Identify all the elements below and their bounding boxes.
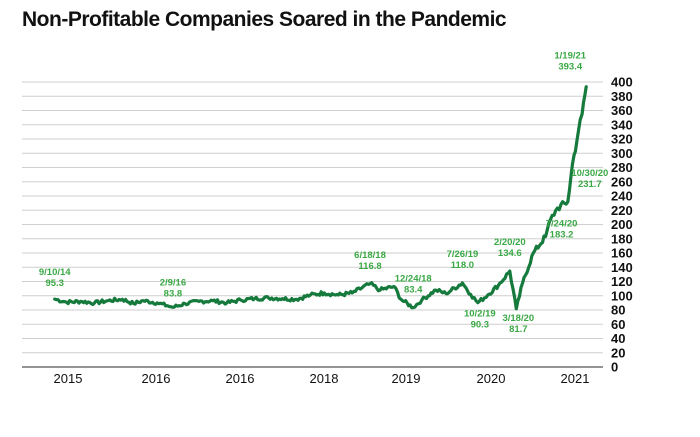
annotation-date: 10/2/19 xyxy=(464,309,496,320)
y-tick-label: 260 xyxy=(611,174,633,189)
y-tick-label: 60 xyxy=(611,317,625,332)
y-tick-label: 360 xyxy=(611,103,633,118)
annotation-date: 7/24/20 xyxy=(546,218,578,229)
y-tick-label: 40 xyxy=(611,331,625,346)
annotation-date: 7/26/19 xyxy=(447,249,479,260)
x-tick-label: 2019 xyxy=(392,371,421,386)
annotation-value: 83.4 xyxy=(404,285,423,296)
grid-lines xyxy=(22,81,603,354)
y-tick-label: 180 xyxy=(611,231,633,246)
y-axis: 0204060801001201401601802002202402602803… xyxy=(611,75,633,375)
x-tick-label: 2016 xyxy=(226,371,255,386)
x-tick-label: 2020 xyxy=(477,371,506,386)
y-tick-label: 380 xyxy=(611,89,633,104)
annotation-date: 9/10/14 xyxy=(39,267,71,278)
annotation-value: 83.8 xyxy=(164,288,183,299)
x-axis: 2015 2016 2016 2018 2019 2020 2021 xyxy=(22,366,603,386)
x-tick-label: 2018 xyxy=(310,371,339,386)
annotation-date: 6/18/18 xyxy=(354,250,386,261)
annotation-value: 118.0 xyxy=(451,260,474,271)
y-tick-label: 80 xyxy=(611,303,625,318)
x-tick-label: 2016 xyxy=(142,371,171,386)
y-tick-label: 0 xyxy=(611,360,618,375)
annotation-value: 183.2 xyxy=(550,229,574,240)
y-tick-label: 220 xyxy=(611,203,633,218)
series-line xyxy=(53,85,588,311)
y-tick-label: 160 xyxy=(611,246,633,261)
annotation-date: 10/30/20 xyxy=(571,168,608,179)
y-tick-label: 280 xyxy=(611,160,633,175)
y-tick-label: 340 xyxy=(611,117,633,132)
x-tick-label: 2021 xyxy=(561,371,590,386)
annotation-date: 12/24/18 xyxy=(395,274,432,285)
y-tick-label: 320 xyxy=(611,132,633,147)
series-group xyxy=(53,85,588,311)
annotation-date: 2/20/20 xyxy=(494,237,526,248)
annotation-value: 116.8 xyxy=(358,261,381,272)
y-tick-label: 200 xyxy=(611,217,633,232)
annotation-value: 134.6 xyxy=(498,248,522,259)
y-tick-label: 100 xyxy=(611,288,633,303)
y-tick-label: 240 xyxy=(611,189,633,204)
y-tick-label: 120 xyxy=(611,274,633,289)
annotation-value: 393.4 xyxy=(558,62,582,73)
annotation-value: 95.3 xyxy=(45,278,64,289)
x-tick-label: 2015 xyxy=(54,371,83,386)
annotation-value: 231.7 xyxy=(578,179,602,190)
annotation-value: 81.7 xyxy=(509,324,528,335)
annotation-date: 1/19/21 xyxy=(554,51,586,62)
annotation-date: 3/18/20 xyxy=(502,313,534,324)
y-tick-label: 400 xyxy=(611,75,633,90)
annotation-date: 2/9/16 xyxy=(160,277,186,288)
y-tick-label: 300 xyxy=(611,146,633,161)
annotation-value: 90.3 xyxy=(471,320,490,331)
y-tick-label: 140 xyxy=(611,260,633,275)
y-tick-label: 20 xyxy=(611,345,625,360)
chart-title: Non-Profitable Companies Soared in the P… xyxy=(22,8,507,31)
